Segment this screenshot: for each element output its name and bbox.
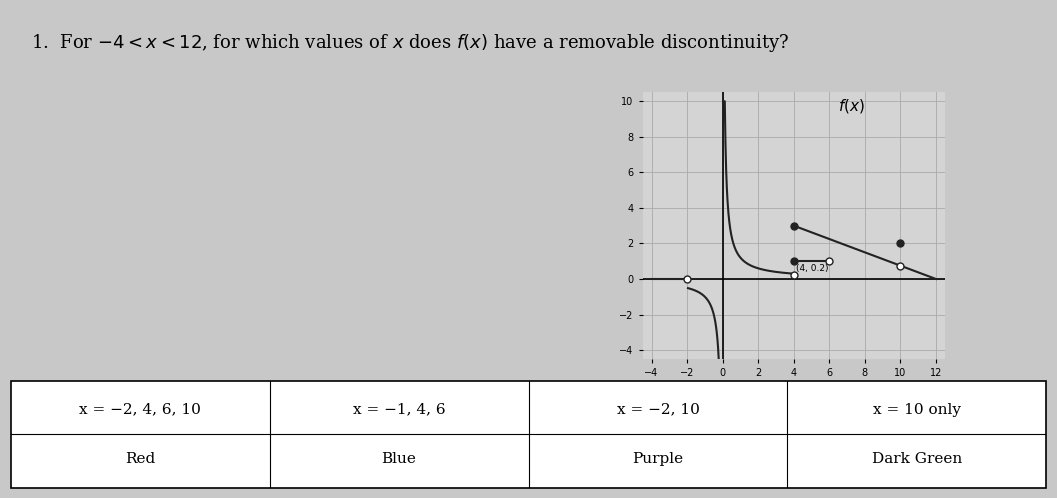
Text: x = −2, 10: x = −2, 10: [616, 402, 700, 416]
Text: Dark Green: Dark Green: [872, 452, 962, 466]
Text: x = 10 only: x = 10 only: [873, 402, 961, 416]
FancyBboxPatch shape: [11, 380, 1046, 488]
Text: $f(x)$: $f(x)$: [838, 97, 865, 115]
Text: x = −1, 4, 6: x = −1, 4, 6: [353, 402, 445, 416]
Text: Purple: Purple: [632, 452, 684, 466]
Text: x = −2, 4, 6, 10: x = −2, 4, 6, 10: [79, 402, 201, 416]
Text: Blue: Blue: [382, 452, 416, 466]
Text: 1.  For $-4 < x < 12$, for which values of $x$ does $f(x)$ have a removable disc: 1. For $-4 < x < 12$, for which values o…: [32, 32, 790, 54]
Text: Red: Red: [125, 452, 155, 466]
Text: (4, 0.2): (4, 0.2): [796, 264, 829, 273]
